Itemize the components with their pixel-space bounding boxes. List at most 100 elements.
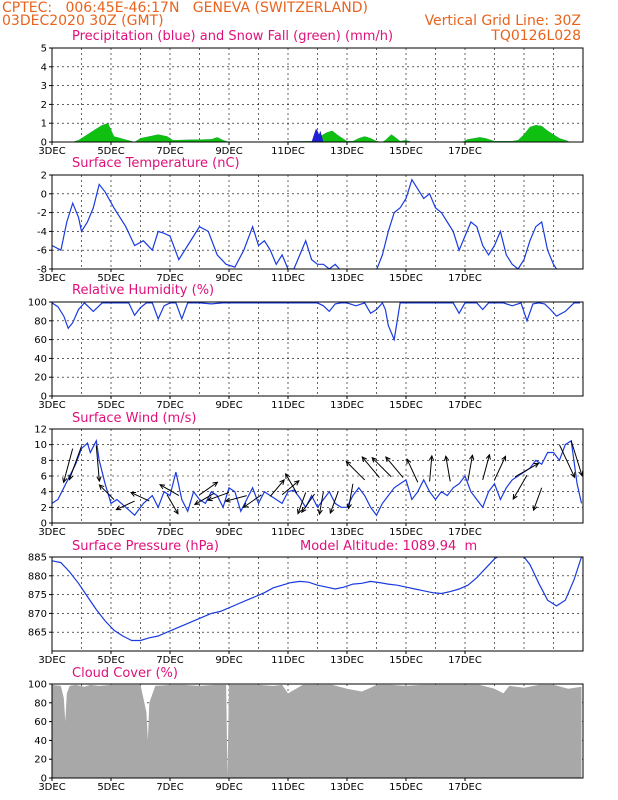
precip-ytick-label: 3 (41, 81, 47, 92)
temp-ytick-label: -8 (37, 265, 47, 276)
wind-arrow-head (406, 458, 412, 465)
humidity-xtick-label: 5DEC (97, 400, 124, 411)
precip-title: Precipitation (blue) and Snow Fall (gree… (72, 29, 393, 44)
humidity-xtick-label: 11DEC (271, 400, 305, 411)
wind-arrow (385, 456, 404, 478)
header-model: TQ0126L028 (490, 28, 581, 44)
wind-arrow-head (98, 484, 105, 490)
wind-arrow (429, 455, 433, 482)
pressure-xtick-label: 17DEC (448, 655, 482, 666)
temp-ytick-label: 2 (41, 171, 47, 182)
pressure-series-line (52, 557, 583, 642)
precip-xtick-label: 3DEC (38, 146, 65, 157)
humidity-ytick-label: 40 (34, 354, 47, 365)
temp-ytick-label: -2 (37, 208, 47, 219)
humidity-panel: 0 20 40 60 80 100 3DEC 5DEC 7DEC 9DEC 11DEC 13DEC 15… (28, 298, 584, 411)
wind-arrow-head (345, 460, 352, 467)
wind-arrow (297, 492, 307, 514)
cloud-ytick-label: 0 (41, 774, 47, 785)
cloud-data (52, 684, 582, 778)
wind-panel: 0 2 4 6 8 10 12 3DEC 5DEC 7DEC 9DEC 11DEC 13DEC 15DEC… (34, 425, 584, 538)
wind-xtick-label: 5DEC (97, 527, 124, 538)
wind-arrow (345, 461, 366, 481)
temp-ytick-label: 0 (41, 189, 47, 200)
temp-xtick-label: 17DEC (448, 273, 482, 284)
wind-arrow (570, 440, 583, 476)
humidity-xtick-label: 3DEC (38, 400, 65, 411)
temp-xtick-label: 7DEC (156, 273, 183, 284)
wind-arrow-head (212, 481, 219, 487)
precip-ytick-label: 5 (41, 44, 47, 55)
humidity-data (52, 302, 580, 342)
cloud-xtick-label: 9DEC (215, 782, 242, 793)
temp-ytick-label: -6 (37, 246, 47, 257)
wind-ytick-label: 8 (41, 456, 47, 467)
pressure-ytick-label: 885 (28, 553, 47, 564)
wind-arrow-head (443, 455, 450, 462)
humidity-xtick-label: 17DEC (448, 400, 482, 411)
wind-arrow-head (130, 491, 137, 497)
wind-xtick-label: 15DEC (389, 527, 423, 538)
wind-arrow (159, 484, 180, 497)
humidity-ytick-label: 20 (34, 373, 47, 384)
cloud-panel: 0 20 40 60 80 100 3DEC 5DEC 7DEC 9DEC 11DEC 13DEC 15… (28, 680, 584, 793)
wind-arrow (68, 446, 82, 480)
wind-arrow-head (293, 479, 300, 486)
wind-arrow (558, 444, 576, 478)
wind-arrow (285, 473, 298, 494)
cloud-ytick-label: 60 (34, 717, 47, 728)
precip-xtick-label: 5DEC (97, 146, 124, 157)
wind-arrow-head (485, 453, 491, 460)
cloud-xtick-label: 13DEC (330, 782, 364, 793)
wind-arrow-head (206, 496, 213, 502)
cloud-ytick-label: 20 (34, 755, 47, 766)
wind-arrow (243, 494, 262, 508)
wind-arrow-head (317, 509, 323, 516)
wind-ytick-label: 0 (41, 519, 47, 530)
humidity-xtick-label: 7DEC (156, 400, 183, 411)
wind-arrow-head (173, 508, 179, 515)
pressure-ytick-label: 875 (28, 590, 47, 601)
temp-xtick-label: 13DEC (330, 273, 364, 284)
wind-arrow (199, 481, 218, 496)
humidity-ytick-label: 100 (28, 298, 47, 309)
wind-ytick-label: 12 (34, 425, 47, 436)
wind-arrow-head (512, 493, 518, 500)
temp-xtick-label: 3DEC (38, 273, 65, 284)
pressure-title: Surface Pressure (hPa) (72, 539, 219, 554)
wind-arrow-head (285, 472, 291, 479)
wind-arrow (348, 483, 354, 509)
wind-arrow (371, 457, 392, 478)
cloud-xtick-label: 17DEC (448, 782, 482, 793)
precip-data (52, 123, 569, 142)
temp-xtick-label: 15DEC (389, 273, 423, 284)
wind-arrow-head (68, 474, 74, 481)
temp-panel: -8 -6 -4 -2 0 2 3DEC 5DEC 7DEC 9DEC 11DEC 13DEC 15DE… (37, 171, 584, 284)
wind-arrow (533, 487, 543, 511)
precip-xtick-label: 13DEC (330, 146, 364, 157)
wind-xtick-label: 9DEC (215, 527, 242, 538)
temp-frame (51, 174, 584, 270)
wind-xtick-label: 3DEC (38, 527, 65, 538)
humidity-title: Relative Humidity (%) (72, 283, 214, 298)
humidity-frame (51, 301, 584, 397)
cloud-xtick-label: 11DEC (271, 782, 305, 793)
wind-arrow (494, 456, 506, 481)
pressure-ytick-label: 870 (28, 609, 47, 620)
precip-xtick-label: 15DEC (389, 146, 423, 157)
wind-arrow (207, 491, 230, 501)
wind-arrow (281, 480, 300, 496)
humidity-series-line (52, 302, 580, 342)
pressure-data (52, 557, 583, 642)
wind-arrow (194, 492, 215, 505)
wind-title: Surface Wind (m/s) (72, 411, 196, 426)
pressure-xtick-label: 11DEC (271, 655, 305, 666)
wind-arrow-head (224, 497, 231, 503)
pressure-xtick-label: 3DEC (38, 655, 65, 666)
wind-arrow-head (301, 507, 307, 514)
wind-arrow-head (533, 462, 540, 468)
wind-arrow (467, 455, 473, 481)
pressure-panel: 865 870 875 880 885 3DEC 5DEC 7DEC 9DEC 11DEC 13DE… (28, 553, 584, 666)
wind-arrow-head (501, 455, 507, 462)
